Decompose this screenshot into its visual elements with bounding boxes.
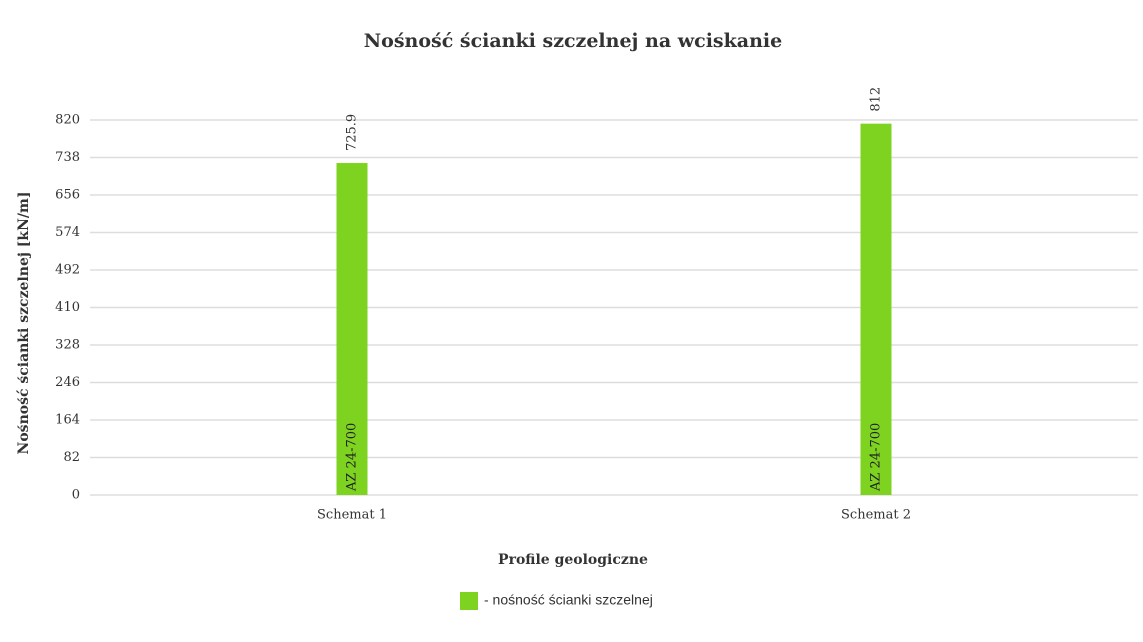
legend-swatch [460, 592, 478, 610]
bar-label: AZ 24-700 [869, 423, 884, 492]
y-tick-label: 164 [55, 413, 80, 428]
x-axis-title: Profile geologiczne [498, 552, 648, 568]
legend-label: - nośność ścianki szczelnej [484, 592, 653, 608]
value-label: 812 [869, 87, 884, 112]
y-tick-label: 246 [55, 375, 80, 390]
chart-title: Nośność ścianki szczelnej na wciskanie [364, 30, 782, 52]
y-tick-label: 328 [55, 338, 80, 353]
y-tick-label: 82 [63, 450, 80, 465]
y-tick-label: 656 [55, 188, 80, 203]
y-axis-title: Nośność ścianki szczelnej [kN/m] [16, 192, 32, 455]
y-tick-label: 738 [55, 150, 80, 165]
value-label: 725.9 [345, 114, 360, 151]
bar [860, 123, 892, 495]
y-tick-label: 410 [55, 300, 80, 315]
bar [336, 163, 368, 495]
x-tick-label: Schemat 1 [317, 508, 387, 523]
y-tick-label: 574 [55, 225, 80, 240]
y-tick-label: 0 [72, 488, 80, 503]
y-tick-label: 820 [55, 113, 80, 128]
y-tick-label: 492 [55, 263, 80, 278]
x-tick-label: Schemat 2 [841, 508, 911, 523]
bar-label: AZ 24-700 [345, 423, 360, 492]
